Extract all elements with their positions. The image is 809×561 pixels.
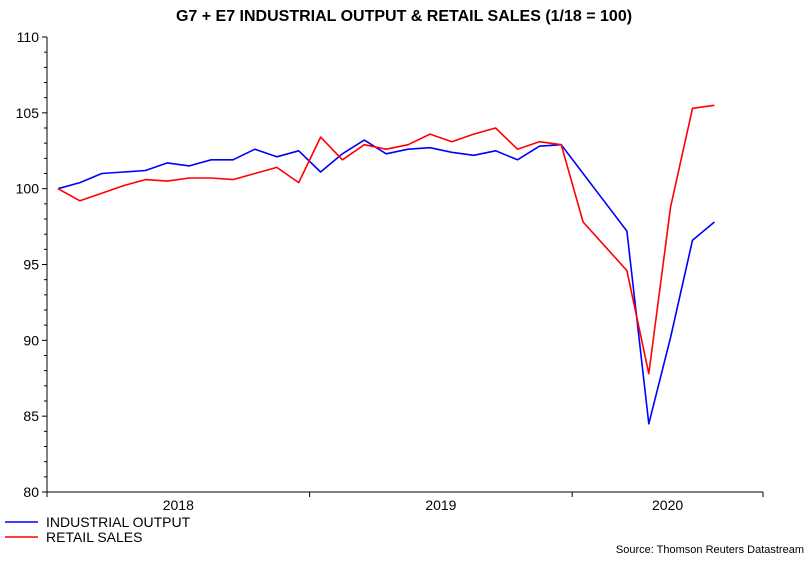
y-tick-label: 105: [16, 105, 40, 121]
y-tick-label: 80: [23, 484, 39, 500]
chart-title: G7 + E7 INDUSTRIAL OUTPUT & RETAIL SALES…: [176, 8, 632, 25]
y-axis: 80 85 90 95 100 105 110: [16, 29, 48, 500]
y-tick-label: 100: [16, 181, 40, 197]
x-tick-label: 2020: [652, 497, 683, 513]
x-tick-label: 2019: [425, 497, 456, 513]
legend-label-industrial-output: INDUSTRIAL OUTPUT: [46, 514, 191, 530]
industrial-output-line: [57, 139, 715, 425]
y-tick-label: 110: [17, 29, 40, 45]
retail-sales-line: [57, 104, 715, 375]
y-tick-label: 90: [23, 332, 39, 348]
x-axis: 2018 2019 2020: [46, 491, 764, 513]
y-tick-label: 95: [23, 257, 39, 273]
source-note: Source: Thomson Reuters Datastream: [616, 544, 804, 556]
series-lines: [57, 104, 715, 425]
x-tick-label: 2018: [163, 497, 194, 513]
y-tick-label: 85: [23, 408, 39, 424]
legend-label-retail-sales: RETAIL SALES: [46, 529, 142, 545]
